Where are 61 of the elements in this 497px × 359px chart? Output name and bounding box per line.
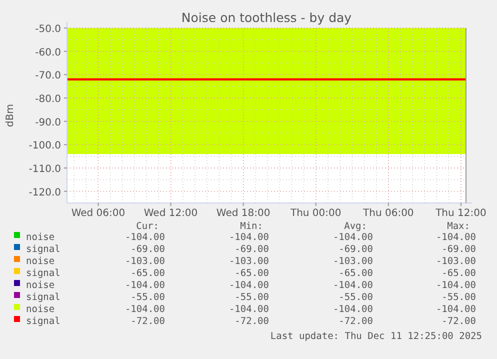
y-tick-label: -120.0 (28, 187, 61, 198)
text: -69.00 (234, 244, 270, 255)
text: -55.00 (442, 292, 476, 303)
y-tick-label: -70.0 (35, 70, 61, 82)
legend-label: signal (26, 268, 60, 279)
text: -72.00 (234, 316, 270, 327)
legend-label: noise (26, 256, 55, 267)
text: -104.00 (332, 232, 374, 243)
x-tick-label: Wed 06:00 (71, 208, 126, 219)
text: -104.00 (436, 304, 476, 315)
text: -104.00 (124, 304, 166, 315)
text: -104.00 (332, 304, 374, 315)
text: -103.00 (332, 256, 374, 267)
text: -104.00 (228, 280, 270, 291)
text: -69.00 (130, 244, 166, 255)
text: -104.00 (124, 232, 166, 243)
x-tick-label: Wed 12:00 (144, 208, 198, 219)
y-tick-label: -60.0 (35, 47, 61, 58)
legend-label: noise (26, 232, 55, 243)
x-tick-label: Thu 06:00 (362, 208, 414, 219)
text: Max: (447, 221, 470, 232)
text: -65.00 (130, 268, 166, 279)
legend-label: signal (26, 316, 60, 327)
text: Last update: Thu Dec 11 12:25:00 2025 (270, 331, 482, 342)
text: -65.00 (338, 268, 374, 279)
y-axis-title: dBm (5, 104, 16, 127)
text: -104.00 (436, 280, 476, 291)
text: -104.00 (228, 304, 270, 315)
text: Avg: (344, 221, 367, 232)
legend-label: signal (26, 292, 60, 303)
text: -104.00 (228, 232, 270, 243)
legend-label: noise (26, 280, 55, 291)
y-tick-label: -100.0 (28, 140, 61, 152)
chart-title: Noise on toothless - by day (181, 10, 352, 25)
text: -104.00 (436, 232, 476, 243)
text: -55.00 (338, 292, 374, 303)
text: -69.00 (442, 244, 476, 255)
text: -72.00 (130, 316, 166, 327)
x-tick-label: Thu 12:00 (434, 208, 486, 219)
text: -103.00 (124, 256, 166, 267)
text: -55.00 (234, 292, 270, 303)
y-tick-label: -80.0 (35, 94, 61, 105)
text: -55.00 (130, 292, 166, 303)
text: -65.00 (442, 268, 476, 279)
text: -103.00 (228, 256, 270, 267)
y-tick-label: -50.0 (35, 24, 61, 35)
text: -69.00 (338, 244, 374, 255)
text: -65.00 (234, 268, 270, 279)
text: -103.00 (436, 256, 476, 267)
legend-label: signal (26, 244, 60, 255)
text: -72.00 (338, 316, 374, 327)
text: Cur: (136, 221, 159, 232)
x-tick-label: Wed 18:00 (216, 208, 270, 219)
text: -72.00 (442, 316, 476, 327)
y-tick-label: -90.0 (35, 117, 61, 128)
x-tick-label: Thu 00:00 (289, 208, 342, 219)
text: -104.00 (332, 280, 374, 291)
text: Min: (240, 221, 263, 232)
text: -104.00 (124, 280, 166, 291)
legend-label: noise (26, 304, 55, 315)
y-tick-label: -110.0 (28, 164, 61, 175)
